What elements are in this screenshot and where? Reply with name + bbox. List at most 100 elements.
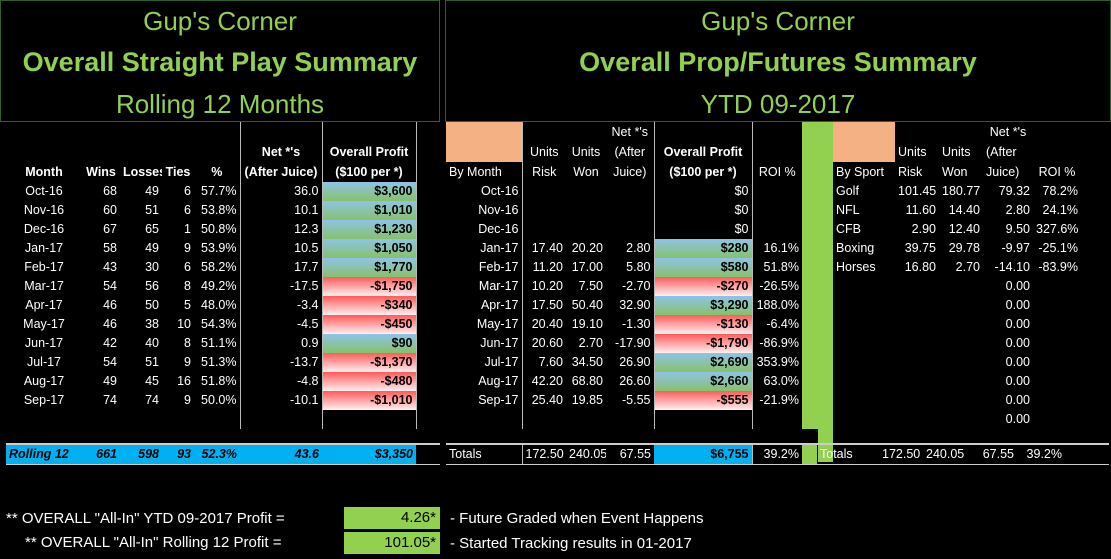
- row-ties: 10: [177, 317, 191, 331]
- green-bar-cell: [802, 372, 818, 391]
- row-net: 10.1: [239, 201, 322, 220]
- month-risk: 42.20: [521, 372, 566, 391]
- sport-net: 0.00: [1005, 317, 1030, 331]
- row-losses: 30: [145, 260, 159, 274]
- row-ties: 5: [184, 298, 191, 312]
- sport-header-net1: Net *'s: [989, 125, 1027, 139]
- table-row: May-17 20.40 19.10 -1.30 -$130 -6.4%: [446, 315, 818, 334]
- table-row: Dec-16 67 65 1 50.8% 12.3 $1,230: [6, 220, 440, 239]
- table-row: 0.00: [833, 334, 1109, 353]
- sport-risk: 39.75: [904, 241, 936, 255]
- row-profit: $1,050: [321, 239, 416, 258]
- month-won: 34.50: [571, 355, 603, 369]
- footer-line1-value: 4.26*: [344, 507, 440, 529]
- sport-label: [833, 410, 895, 429]
- row-pct: 51.8%: [201, 374, 237, 388]
- sport-won: 180.77: [942, 184, 981, 198]
- sport-roi: [1033, 372, 1081, 391]
- sport-spacer: [1081, 334, 1109, 353]
- row-spacer: [415, 239, 440, 258]
- sport-label: Golf: [836, 184, 859, 198]
- prop-month-table: Net *'s Units Units (After Overall Profi…: [446, 122, 818, 429]
- sport-header-won: Won: [942, 165, 968, 179]
- table-row: 0.00: [833, 353, 1109, 372]
- row-month: Oct-16: [25, 184, 63, 198]
- table-row: Jan-17 17.40 20.20 2.80 $280 16.1%: [446, 239, 818, 258]
- footer-line2-label: ** OVERALL "All-In" Rolling 12 Profit =: [25, 534, 282, 551]
- sport-header-units-won: Units: [942, 145, 971, 159]
- row-month: May-17: [23, 317, 65, 331]
- header-profit-line2: ($100 per *): [321, 162, 416, 182]
- table-row: Apr-17 46 50 5 48.0% -3.4 -$340: [6, 296, 440, 315]
- sport-won: [939, 410, 983, 429]
- table-row: Feb-17 43 30 6 58.2% 17.7 $1,770: [6, 258, 440, 277]
- row-wins: 54: [103, 279, 117, 293]
- row-losses: 50: [145, 298, 159, 312]
- row-pct: 50.8%: [201, 222, 237, 236]
- month-net: 2.80: [626, 241, 651, 255]
- row-net: -13.7: [239, 353, 322, 372]
- prop-header-roi: ROI %: [751, 162, 802, 182]
- spacer-cell: [162, 410, 194, 429]
- prop-header-net1: Net *'s: [611, 125, 648, 139]
- month-profit: $0: [653, 220, 752, 239]
- row-net: -10.1: [239, 391, 322, 410]
- footer-line2-note: - Started Tracking results in 01-2017: [450, 535, 692, 552]
- spacer-cell: [239, 410, 322, 429]
- sport-risk: [895, 334, 939, 353]
- spacer-cell: [6, 410, 82, 429]
- row-spacer: [415, 391, 440, 410]
- table-row: Aug-17 49 45 16 51.8% -4.8 -$480: [6, 372, 440, 391]
- month-profit: $3,290: [653, 296, 752, 315]
- row-wins: 42: [103, 336, 117, 350]
- row-net: 17.7: [239, 258, 322, 277]
- sport-won: 2.70: [955, 260, 980, 274]
- sport-roi: -83.9%: [1038, 260, 1078, 274]
- prop-header-risk: Risk: [521, 162, 566, 182]
- sport-total-net: 67.55: [967, 443, 1017, 465]
- green-bar-cell: [802, 239, 818, 258]
- month-roi: -21.9%: [751, 391, 802, 410]
- sport-won: 14.40: [948, 203, 980, 217]
- sport-net: 9.50: [1005, 222, 1030, 236]
- sport-roi: [1033, 277, 1081, 296]
- table-row: 0.00: [833, 277, 1109, 296]
- row-pct: 51.3%: [201, 355, 237, 369]
- sport-total-won: 240.05: [923, 443, 967, 465]
- row-losses: 56: [145, 279, 159, 293]
- month-net: -5.55: [622, 393, 651, 407]
- month-profit: -$555: [653, 391, 752, 410]
- table-row: Jun-17 42 40 8 51.1% 0.9 $90: [6, 334, 440, 353]
- row-spacer: [415, 258, 440, 277]
- month-profit: $0: [653, 182, 752, 201]
- table-row: Golf 101.45 180.77 79.32 78.2%: [833, 182, 1109, 201]
- sport-spacer: [1081, 410, 1109, 429]
- row-losses: 49: [145, 241, 159, 255]
- row-net: -3.4: [239, 296, 322, 315]
- month-won: 17.00: [571, 260, 603, 274]
- row-wins: 49: [103, 374, 117, 388]
- sport-label: CFB: [836, 222, 861, 236]
- month-label: Oct-16: [480, 184, 519, 198]
- spacer-row: [446, 410, 818, 429]
- row-spacer: [415, 372, 440, 391]
- table-row: Jan-17 58 49 9 53.9% 10.5 $1,050: [6, 239, 440, 258]
- sport-roi: 327.6%: [1036, 222, 1079, 236]
- month-net: -1.30: [622, 317, 651, 331]
- row-profit: -$480: [321, 372, 416, 391]
- prop-header-won: Won: [573, 165, 599, 179]
- row-profit: $90: [321, 334, 416, 353]
- prop-header-bymonth: By Month: [449, 165, 502, 179]
- spacer-cell: [120, 410, 162, 429]
- month-total-risk: 172.50: [521, 443, 566, 465]
- month-net: [606, 182, 654, 201]
- spacer-cell: [194, 410, 240, 429]
- row-wins: 54: [103, 355, 117, 369]
- month-profit: $580: [653, 258, 752, 277]
- sport-header-risk: Risk: [898, 165, 923, 179]
- sport-label: [833, 277, 895, 296]
- row-net: -17.5: [239, 277, 322, 296]
- prop-header-profit2: ($100 per *): [653, 162, 752, 182]
- sport-roi: [1033, 334, 1081, 353]
- row-spacer: [415, 201, 440, 220]
